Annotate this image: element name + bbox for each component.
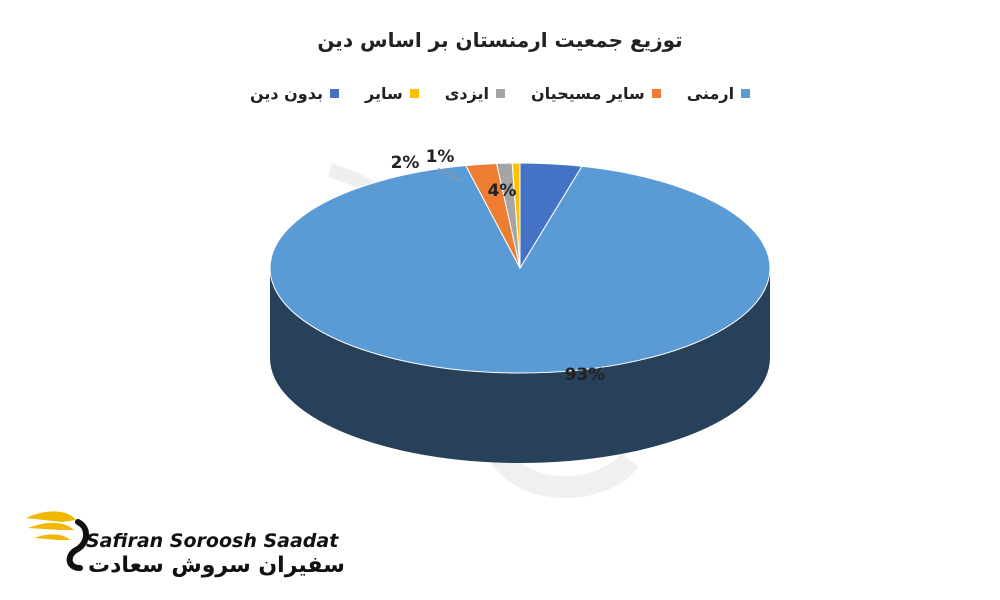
legend-item-yazidi: ایزدی xyxy=(444,84,506,103)
brand-name-en: Safiran Soroosh Saadat xyxy=(86,530,339,552)
legend-label: ایزدی xyxy=(444,84,490,103)
legend-label: سایر مسیحیان xyxy=(531,84,645,103)
legend-label: بدون دین xyxy=(249,84,323,103)
legend-item-armenian: ارمنی xyxy=(686,84,751,103)
legend-swatch xyxy=(329,89,339,98)
legend-label: ارمنی xyxy=(686,84,735,103)
slice-other xyxy=(511,162,521,269)
legend-item-other-christians: سایر مسیحیان xyxy=(531,84,661,103)
legend-swatch xyxy=(651,89,661,98)
slice-armenian xyxy=(269,164,771,374)
pie-group xyxy=(269,162,771,463)
legend-item-no-religion: بدون دین xyxy=(250,84,339,103)
data-label-armenian: 93% xyxy=(565,365,606,385)
slice-armenian-side xyxy=(270,268,770,463)
legend-swatch xyxy=(496,89,506,98)
data-label-group: 93% 2% 1% 4% xyxy=(391,147,606,385)
leader-line xyxy=(437,167,463,183)
legend-item-other: سایر xyxy=(365,84,419,103)
slice-yazidi xyxy=(495,162,521,269)
legend-label: سایر xyxy=(364,84,403,103)
slice-other-christians xyxy=(464,162,521,269)
brand-name-fa: سفیران سروش سعادت xyxy=(88,553,345,578)
legend-swatch xyxy=(409,89,419,98)
data-label-other-christians: 2% xyxy=(391,153,420,173)
chart-legend: ارمنی سایر مسیحیان ایزدی سایر بدون دین xyxy=(0,84,1000,103)
legend-swatch xyxy=(741,89,751,98)
watermark-swan-icon xyxy=(317,163,663,498)
data-label-yazidi: 1% xyxy=(426,147,455,167)
slice-no-religion xyxy=(519,162,583,270)
brand-logo-icon xyxy=(26,511,89,571)
chart-title: توزیع جمعیت ارمنستان بر اساس دین xyxy=(317,28,683,52)
data-label-no-religion: 4% xyxy=(488,181,517,201)
